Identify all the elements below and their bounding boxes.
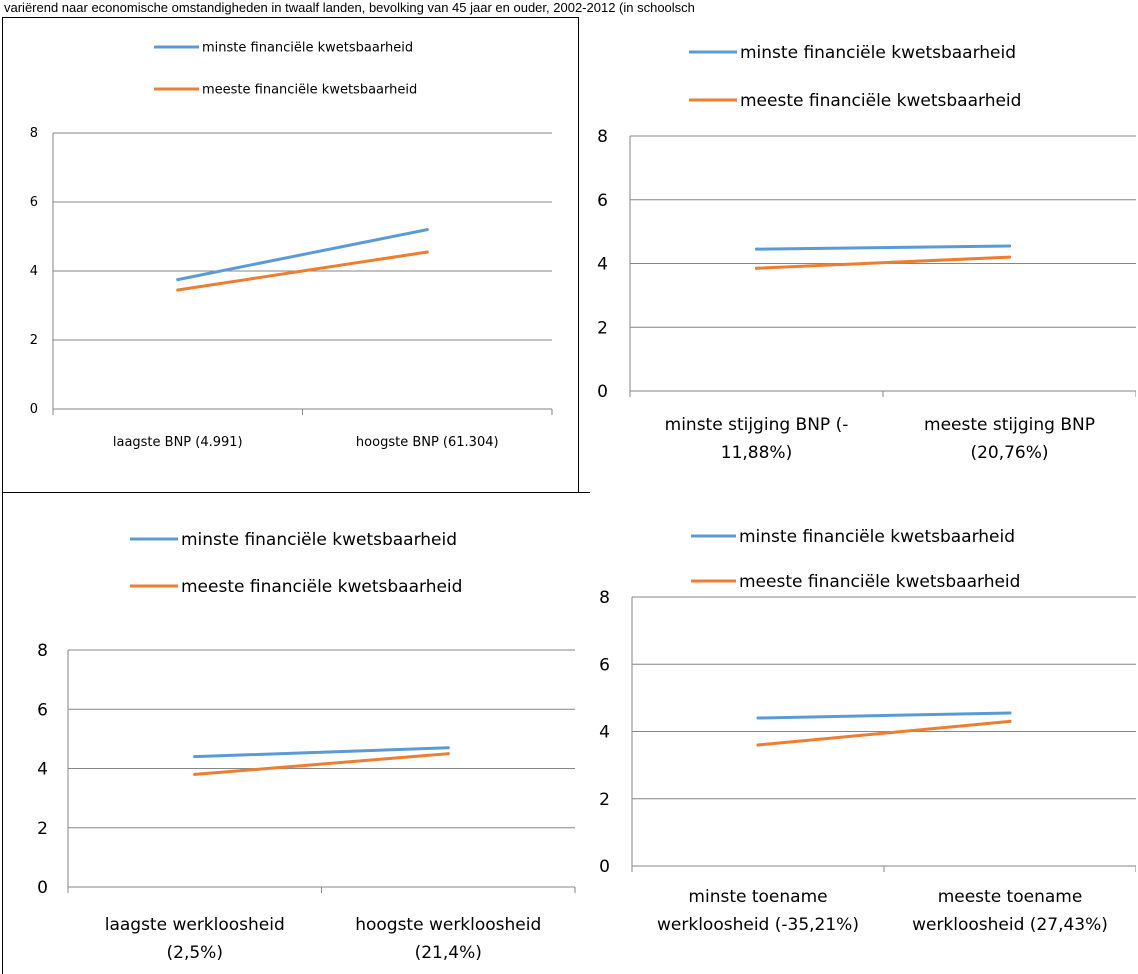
x-category-label: (20,76%) (970, 443, 1048, 463)
x-category-label: minste stijging BNP (- (665, 415, 849, 435)
legend-label-series-least-vulnerable: minste financiële kwetsbaarheid (202, 41, 413, 56)
series-least-vulnerable-line (755, 244, 1011, 251)
chart-unemployment-level: 0 2 4 6 8 laagste werkloosheid (2,5%) hoogste w… (37, 530, 576, 963)
y-tick-label: 2 (597, 318, 608, 338)
series-most-vulnerable-point (756, 743, 760, 747)
series-least-vulnerable-point (193, 755, 197, 759)
series-least-vulnerable-point (425, 228, 429, 232)
x-category-label: laagste werkloosheid (105, 915, 285, 935)
legend-label-series-most-vulnerable: meeste financiële kwetsbaarheid (740, 91, 1021, 111)
panel-border-top-left-bottom (2, 492, 590, 493)
series-least-vulnerable-point (176, 278, 180, 282)
x-category-label: laagste BNP (4.991) (113, 435, 243, 450)
series-most-vulnerable-line (756, 719, 1012, 747)
y-tick-label: 2 (599, 790, 610, 810)
series-most-vulnerable-line (755, 255, 1011, 270)
y-tick-label: 4 (599, 723, 610, 743)
y-tick-label: 6 (37, 700, 48, 720)
series-least-vulnerable-point (446, 746, 450, 750)
legend-label-series-least-vulnerable: minste financiële kwetsbaarheid (739, 527, 1015, 547)
y-tick-label: 0 (599, 857, 610, 877)
series-least-vulnerable-line (756, 711, 1012, 720)
chart-gdp-level: 0 2 4 6 8 laagste BNP (4.991) hoogste BNP (61.… (30, 41, 553, 450)
x-category-label: hoogste BNP (61.304) (356, 435, 499, 450)
legend-label-series-least-vulnerable: minste financiële kwetsbaarheid (181, 530, 457, 550)
y-tick-label: 6 (597, 191, 608, 211)
panel-border-bottom-left-left (2, 493, 3, 974)
series-most-vulnerable-point (446, 752, 450, 756)
x-category-label: meeste stijging BNP (924, 415, 1095, 435)
chart-panel-unemployment-change: 0 2 4 6 8 minste toename werkloosheid (-35,21%… (582, 494, 1136, 972)
chart-panel-gdp-growth: 0 2 4 6 8 minste stijging BNP (- 11,88%) meeste… (580, 18, 1136, 492)
series-most-vulnerable-point (193, 772, 197, 776)
x-category-label: werkloosheid (27,43%) (912, 915, 1108, 935)
series-least-vulnerable-point (756, 716, 760, 720)
y-tick-label: 0 (30, 402, 38, 417)
y-tick-label: 4 (30, 264, 38, 279)
x-category-label: minste toename (688, 887, 827, 907)
legend-label-series-most-vulnerable: meeste financiële kwetsbaarheid (202, 83, 417, 98)
y-tick-label: 6 (599, 655, 610, 675)
panel-border-top-left-right (578, 17, 579, 493)
chart-gdp-growth: 0 2 4 6 8 minste stijging BNP (- 11,88%) meeste… (597, 43, 1136, 463)
series-most-vulnerable-point (1008, 255, 1011, 259)
y-tick-label: 8 (597, 127, 608, 147)
series-most-vulnerable-point (755, 266, 758, 270)
x-category-label: (21,4%) (415, 943, 482, 963)
y-tick-label: 8 (30, 126, 38, 141)
page-caption: variërend naar economische omstandighede… (4, 0, 695, 15)
series-most-vulnerable-line (176, 250, 429, 292)
y-tick-label: 0 (597, 382, 608, 402)
x-category-label: (2,5%) (167, 943, 223, 963)
series-most-vulnerable-point (176, 288, 180, 292)
chart-unemployment-change: 0 2 4 6 8 minste toename werkloosheid (-35,21%… (599, 527, 1136, 935)
panel-border-top-left-top (2, 17, 579, 18)
y-tick-label: 8 (37, 641, 48, 661)
series-least-vulnerable-point (1008, 244, 1011, 248)
series-most-vulnerable-point (1008, 719, 1012, 723)
legend-label-series-most-vulnerable: meeste financiële kwetsbaarheid (181, 577, 462, 597)
x-category-label: werkloosheid (-35,21%) (657, 915, 859, 935)
series-least-vulnerable-point (1008, 711, 1012, 715)
y-tick-label: 0 (37, 878, 48, 898)
series-least-vulnerable-point (755, 247, 758, 251)
series-most-vulnerable-point (425, 250, 429, 254)
series-least-vulnerable-line (176, 228, 429, 282)
y-tick-label: 4 (597, 255, 608, 275)
series-least-vulnerable-line (193, 746, 450, 759)
x-category-label: 11,88%) (721, 443, 792, 463)
y-tick-label: 2 (37, 819, 48, 839)
legend-label-series-least-vulnerable: minste financiële kwetsbaarheid (740, 43, 1016, 63)
y-tick-label: 2 (30, 333, 38, 348)
chart-panel-unemployment-level: 0 2 4 6 8 laagste werkloosheid (2,5%) hoogste w… (3, 494, 580, 972)
chart-panel-gdp-level: 0 2 4 6 8 laagste BNP (4.991) hoogste BNP (61.… (3, 18, 578, 492)
legend-label-series-most-vulnerable: meeste financiële kwetsbaarheid (739, 572, 1020, 592)
y-tick-label: 4 (37, 760, 48, 780)
y-tick-label: 8 (599, 588, 610, 608)
x-category-label: meeste toename (938, 887, 1083, 907)
y-tick-label: 6 (30, 195, 38, 210)
series-most-vulnerable-line (193, 752, 450, 776)
x-category-label: hoogste werkloosheid (355, 915, 541, 935)
panel-border-top-left-left (2, 17, 3, 493)
